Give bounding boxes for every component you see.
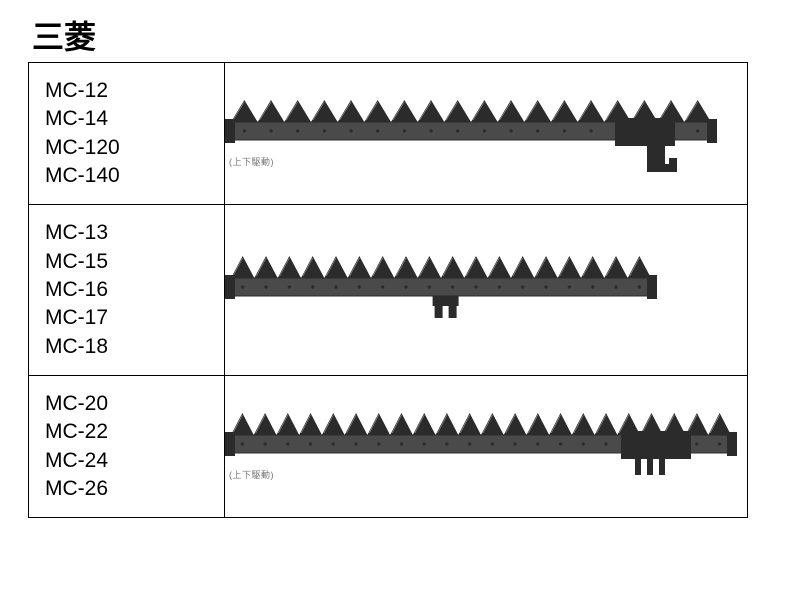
blade-illustration [225, 250, 737, 330]
illustration-cell: (上下駆動) [225, 63, 748, 205]
brand-title: 三菱 [32, 12, 772, 58]
model-code: MC-26 [45, 475, 216, 503]
page: 三菱 MC-12MC-14MC-120MC-140 (上下駆動)MC-13MC-… [0, 0, 800, 530]
catalog-table: MC-12MC-14MC-120MC-140 (上下駆動)MC-13MC-15M… [28, 62, 748, 518]
table-row: MC-13MC-15MC-16MC-17MC-18 [29, 205, 748, 376]
blade-caption: (上下駆動) [229, 155, 274, 168]
model-code: MC-15 [45, 248, 216, 276]
model-code: MC-12 [45, 77, 216, 105]
model-code: MC-120 [45, 134, 216, 162]
model-code: MC-16 [45, 276, 216, 304]
blade-illustration: (上下駆動) [225, 407, 737, 487]
illustration-cell: (上下駆動) [225, 376, 748, 518]
model-cell: MC-20MC-22MC-24MC-26 [29, 376, 225, 518]
illustration-cell [225, 205, 748, 376]
model-cell: MC-13MC-15MC-16MC-17MC-18 [29, 205, 225, 376]
model-code: MC-20 [45, 390, 216, 418]
model-code: MC-18 [45, 333, 216, 361]
model-code: MC-17 [45, 304, 216, 332]
blade-caption: (上下駆動) [229, 468, 274, 481]
blade-illustration: (上下駆動) [225, 94, 737, 174]
table-row: MC-20MC-22MC-24MC-26 (上下駆動) [29, 376, 748, 518]
model-code: MC-24 [45, 447, 216, 475]
model-code: MC-13 [45, 219, 216, 247]
model-code: MC-140 [45, 162, 216, 190]
table-row: MC-12MC-14MC-120MC-140 (上下駆動) [29, 63, 748, 205]
model-code: MC-22 [45, 418, 216, 446]
model-code: MC-14 [45, 105, 216, 133]
model-cell: MC-12MC-14MC-120MC-140 [29, 63, 225, 205]
